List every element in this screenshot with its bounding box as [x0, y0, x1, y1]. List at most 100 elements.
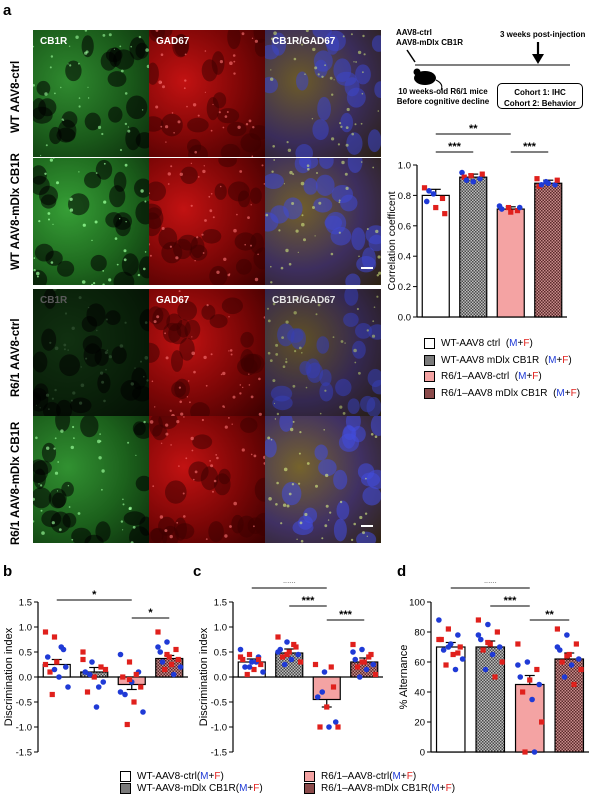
- y-tick-label: 0.5: [214, 648, 227, 659]
- data-point-male: [326, 724, 332, 730]
- panel-label-c: c: [193, 563, 202, 580]
- data-point-male: [281, 661, 288, 668]
- data-point-female: [433, 204, 439, 211]
- data-point-male: [529, 696, 535, 703]
- data-point-female: [564, 653, 570, 659]
- data-point-male: [246, 664, 253, 670]
- data-point-female: [124, 721, 130, 728]
- data-point-male: [260, 669, 266, 675]
- legend-swatch: [424, 355, 435, 366]
- data-point-female: [442, 211, 448, 217]
- data-point-male: [157, 649, 164, 655]
- y-tick-label: 1.5: [19, 598, 32, 609]
- mouse-icon: [414, 71, 436, 85]
- data-point-male: [51, 666, 58, 673]
- data-point-male: [82, 669, 89, 675]
- bar-4: [534, 182, 563, 318]
- cohort-2: Cohort 2: Behavior: [503, 99, 576, 108]
- legend-swatch: [424, 371, 435, 382]
- data-point-female: [571, 681, 577, 688]
- data-point-female: [335, 724, 341, 730]
- data-point-male: [93, 704, 100, 710]
- legend-item: R6/1–AAV8 mDlx CB1R (M+F): [424, 388, 580, 399]
- data-point-female: [155, 629, 161, 635]
- micrograph-r3-c2: GAD67: [149, 289, 265, 416]
- data-point-female: [354, 664, 361, 670]
- panel-label-b: b: [3, 563, 13, 580]
- schematic-mice-line1: 10 weeks-old R6/1 mice: [398, 87, 488, 96]
- data-point-male: [332, 719, 339, 725]
- data-point-female: [80, 656, 86, 663]
- data-point-female: [508, 209, 514, 215]
- significance-label: ***: [484, 582, 498, 589]
- data-point-male: [531, 749, 538, 755]
- data-point-male: [430, 191, 437, 197]
- y-tick-label: 0.0: [19, 673, 32, 684]
- legend-label: R6/1–AAV8-ctrl: [441, 371, 510, 382]
- data-point-female: [475, 617, 481, 623]
- data-point-female: [255, 656, 262, 663]
- micrograph-r2-c2: [149, 158, 265, 285]
- data-point-male: [524, 659, 531, 665]
- data-point-female: [237, 654, 244, 660]
- micrograph-r4-c2: [149, 416, 265, 543]
- data-point-female: [42, 629, 49, 635]
- data-point-male: [452, 666, 459, 673]
- data-point-female: [328, 664, 334, 670]
- data-point-male: [117, 651, 124, 658]
- y-axis-label: Correlation coefficent: [386, 191, 398, 290]
- data-point-male: [496, 644, 503, 650]
- stain-label-3: CB1R/GAD67: [272, 295, 336, 306]
- data-point-male: [155, 644, 161, 650]
- stain-label-3: CB1R/GAD67: [272, 36, 336, 47]
- data-point-female: [126, 676, 133, 683]
- panel-label-d: d: [397, 563, 407, 580]
- y-tick-label: 60: [414, 658, 425, 669]
- data-point-male: [248, 659, 255, 665]
- schematic-timepoint: 3 weeks post-injection: [500, 30, 586, 39]
- data-point-female: [522, 749, 528, 755]
- data-point-female: [505, 204, 512, 211]
- micrograph-r2-c3: [265, 158, 381, 285]
- data-point-male: [470, 178, 477, 185]
- data-point-female: [258, 661, 264, 668]
- schematic-mice-line2: Before cognitive decline: [396, 97, 490, 106]
- data-point-female: [42, 661, 49, 668]
- y-tick-label: -1.5: [211, 748, 227, 759]
- data-point-male: [65, 684, 71, 690]
- data-point-male: [237, 646, 244, 653]
- data-point-female: [317, 724, 323, 730]
- bar-3: [514, 683, 545, 753]
- legend-item: WT-AAV8-ctrl (M+F): [120, 771, 224, 782]
- data-point-male: [177, 664, 184, 670]
- stain-label-1: CB1R: [40, 36, 68, 47]
- data-point-male: [575, 656, 582, 662]
- data-point-male: [242, 664, 248, 670]
- data-point-male: [363, 666, 370, 673]
- data-point-female: [54, 659, 60, 665]
- legend-swatch: [424, 338, 435, 349]
- y-axis-label: % Alternance: [398, 645, 410, 710]
- stain-label-2: GAD67: [156, 36, 190, 47]
- bar-1: [435, 646, 466, 753]
- y-tick-label: 1.5: [214, 598, 227, 609]
- significance-label: ***: [302, 595, 316, 607]
- data-point-female: [131, 699, 137, 705]
- data-point-male: [321, 669, 328, 675]
- legend-swatch: [424, 388, 435, 399]
- data-point-male: [423, 198, 430, 205]
- data-point-male: [536, 681, 543, 688]
- data-point-female: [366, 654, 372, 660]
- legend-swatch: [120, 771, 131, 782]
- data-point-female: [461, 174, 467, 180]
- micrograph-r3-c3: CB1R/GAD67: [265, 289, 381, 416]
- bar-3: [496, 208, 525, 318]
- legend-item: WT-AAV8-mDlx CB1R (M+F): [120, 783, 263, 794]
- legend-label: WT-AAV8-ctrl: [137, 771, 197, 782]
- data-point-female: [173, 646, 179, 653]
- schematic-injection-2: AAV8-mDlx CB1R: [396, 38, 463, 47]
- data-point-male: [314, 694, 321, 700]
- data-point-female: [457, 644, 463, 650]
- bar-2: [459, 176, 488, 318]
- data-point-female: [51, 634, 58, 640]
